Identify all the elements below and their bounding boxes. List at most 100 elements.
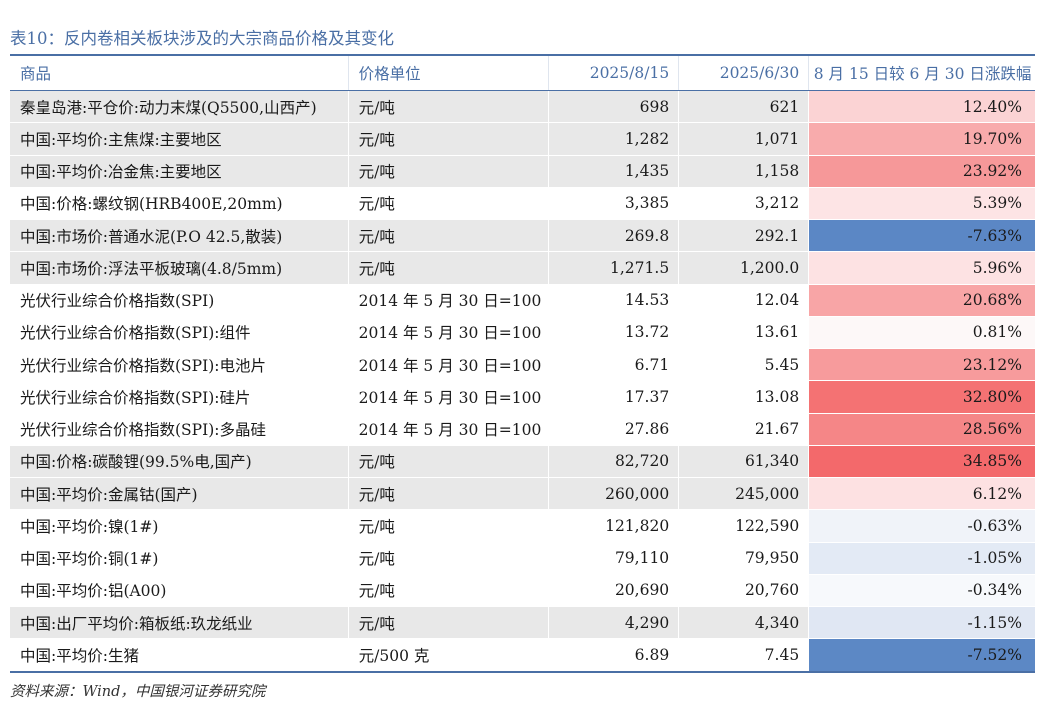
commodity-name-cell: 秦皇岛港:平仓价:动力末煤(Q5500,山西产) xyxy=(10,90,349,124)
change-pct-cell: 34.85% xyxy=(808,445,1035,479)
change-pct-cell: 20.68% xyxy=(808,284,1035,317)
price-2025-08-15-cell: 79,110 xyxy=(548,542,680,575)
table-row: 光伏行业综合价格指数(SPI) 2014 年 5 月 30 日=100 14.53 1… xyxy=(10,284,1035,317)
price-2025-06-30-cell: 1,158 xyxy=(678,155,810,188)
table-row: 中国:市场价:普通水泥(P.O 42.5,散装) 元/吨 269.8 292.1 -7.… xyxy=(10,219,1035,253)
price-2025-06-30-cell: 12.04 xyxy=(678,284,810,317)
table-row: 中国:价格:螺纹钢(HRB400E,20mm) 元/吨 3,385 3,212 5.39… xyxy=(10,187,1035,221)
commodity-name-cell: 中国:平均价:生猪 xyxy=(10,638,349,673)
table-row: 中国:平均价:主焦煤:主要地区 元/吨 1,282 1,071 19.70% xyxy=(10,122,1035,156)
header-commodity: 商品 xyxy=(10,54,349,91)
price-unit-cell: 元/吨 xyxy=(348,606,550,640)
price-2025-06-30-cell: 292.1 xyxy=(678,219,810,253)
change-pct-cell: -1.05% xyxy=(808,542,1035,575)
price-2025-06-30-cell: 13.61 xyxy=(678,316,810,350)
change-pct-cell: 0.81% xyxy=(808,316,1035,350)
price-2025-06-30-cell: 1,200.0 xyxy=(678,251,810,285)
price-2025-08-15-cell: 14.53 xyxy=(548,284,680,317)
price-2025-08-15-cell: 1,282 xyxy=(548,122,680,156)
commodity-name-cell: 中国:平均价:镍(1#) xyxy=(10,509,349,543)
change-pct-cell: 28.56% xyxy=(808,413,1035,446)
price-2025-06-30-cell: 20,760 xyxy=(678,574,810,608)
price-2025-06-30-cell: 7.45 xyxy=(678,638,810,673)
change-pct-cell: 5.39% xyxy=(808,187,1035,221)
price-2025-08-15-cell: 269.8 xyxy=(548,219,680,253)
price-unit-cell: 元/500 克 xyxy=(348,638,550,673)
table-row: 中国:平均价:铝(A00) 元/吨 20,690 20,760 -0.34% xyxy=(10,574,1035,608)
header-date-1: 2025/8/15 xyxy=(548,54,680,91)
price-2025-08-15-cell: 82,720 xyxy=(548,445,680,479)
price-2025-06-30-cell: 79,950 xyxy=(678,542,810,575)
header-unit: 价格单位 xyxy=(348,54,550,91)
commodity-name-cell: 光伏行业综合价格指数(SPI) xyxy=(10,284,349,317)
table-row: 中国:平均价:金属钴(国产) 元/吨 260,000 245,000 6.12% xyxy=(10,477,1035,511)
table-row: 中国:平均价:镍(1#) 元/吨 121,820 122,590 -0.63% xyxy=(10,509,1035,543)
commodity-name-cell: 光伏行业综合价格指数(SPI):硅片 xyxy=(10,380,349,414)
price-2025-08-15-cell: 1,271.5 xyxy=(548,251,680,285)
price-2025-06-30-cell: 13.08 xyxy=(678,380,810,414)
table-row: 中国:平均价:铜(1#) 元/吨 79,110 79,950 -1.05% xyxy=(10,542,1035,575)
price-2025-08-15-cell: 6.89 xyxy=(548,638,680,673)
commodity-price-table: 商品 价格单位 2025/8/15 2025/6/30 8 月 15 日较 6 … xyxy=(10,54,1035,673)
source-note: 资料来源：Wind，中国银河证券研究院 xyxy=(10,684,266,700)
change-pct-cell: 19.70% xyxy=(808,122,1035,156)
commodity-name-cell: 光伏行业综合价格指数(SPI):组件 xyxy=(10,316,349,350)
price-2025-06-30-cell: 122,590 xyxy=(678,509,810,543)
price-2025-06-30-cell: 245,000 xyxy=(678,477,810,511)
price-unit-cell: 元/吨 xyxy=(348,219,550,253)
price-2025-08-15-cell: 27.86 xyxy=(548,413,680,446)
price-2025-08-15-cell: 260,000 xyxy=(548,477,680,511)
table-title: 表10：反内卷相关板块涉及的大宗商品价格及其变化 xyxy=(10,29,394,48)
change-pct-cell: 6.12% xyxy=(808,477,1035,511)
price-unit-cell: 元/吨 xyxy=(348,90,550,124)
price-unit-cell: 2014 年 5 月 30 日=100 xyxy=(348,413,550,446)
commodity-name-cell: 中国:价格:碳酸锂(99.5%电,国产) xyxy=(10,445,349,479)
price-unit-cell: 元/吨 xyxy=(348,542,550,575)
change-pct-cell: 5.96% xyxy=(808,251,1035,285)
commodity-name-cell: 中国:市场价:浮法平板玻璃(4.8/5mm) xyxy=(10,251,349,285)
price-unit-cell: 2014 年 5 月 30 日=100 xyxy=(348,284,550,317)
price-2025-06-30-cell: 21.67 xyxy=(678,413,810,446)
commodity-name-cell: 光伏行业综合价格指数(SPI):多晶硅 xyxy=(10,413,349,446)
commodity-name-cell: 中国:市场价:普通水泥(P.O 42.5,散装) xyxy=(10,219,349,253)
table-row: 中国:平均价:冶金焦:主要地区 元/吨 1,435 1,158 23.92% xyxy=(10,155,1035,188)
change-pct-cell: -0.34% xyxy=(808,574,1035,608)
header-date-2: 2025/6/30 xyxy=(678,54,810,91)
price-2025-06-30-cell: 4,340 xyxy=(678,606,810,640)
price-2025-08-15-cell: 17.37 xyxy=(548,380,680,414)
price-unit-cell: 元/吨 xyxy=(348,574,550,608)
change-pct-cell: 32.80% xyxy=(808,380,1035,414)
commodity-name-cell: 中国:价格:螺纹钢(HRB400E,20mm) xyxy=(10,187,349,221)
table-row: 中国:平均价:生猪 元/500 克 6.89 7.45 -7.52% xyxy=(10,638,1035,673)
change-pct-cell: -7.52% xyxy=(808,638,1035,673)
price-unit-cell: 元/吨 xyxy=(348,155,550,188)
price-unit-cell: 2014 年 5 月 30 日=100 xyxy=(348,380,550,414)
table-row: 光伏行业综合价格指数(SPI):组件 2014 年 5 月 30 日=100 13.… xyxy=(10,316,1035,350)
price-unit-cell: 元/吨 xyxy=(348,187,550,221)
commodity-name-cell: 中国:平均价:铝(A00) xyxy=(10,574,349,608)
price-2025-08-15-cell: 121,820 xyxy=(548,509,680,543)
table-row: 中国:市场价:浮法平板玻璃(4.8/5mm) 元/吨 1,271.5 1,200.0 5… xyxy=(10,251,1035,285)
price-unit-cell: 元/吨 xyxy=(348,122,550,156)
commodity-name-cell: 中国:出厂平均价:箱板纸:玖龙纸业 xyxy=(10,606,349,640)
change-pct-cell: 23.92% xyxy=(808,155,1035,188)
price-2025-06-30-cell: 1,071 xyxy=(678,122,810,156)
price-2025-06-30-cell: 61,340 xyxy=(678,445,810,479)
commodity-name-cell: 中国:平均价:铜(1#) xyxy=(10,542,349,575)
table-row: 秦皇岛港:平仓价:动力末煤(Q5500,山西产) 元/吨 698 621 12.40% xyxy=(10,90,1035,124)
header-row: 商品 价格单位 2025/8/15 2025/6/30 8 月 15 日较 6 … xyxy=(10,54,1035,91)
price-unit-cell: 元/吨 xyxy=(348,251,550,285)
table-row: 中国:价格:碳酸锂(99.5%电,国产) 元/吨 82,720 61,340 34.85… xyxy=(10,445,1035,479)
change-pct-cell: -1.15% xyxy=(808,606,1035,640)
price-2025-08-15-cell: 698 xyxy=(548,90,680,124)
commodity-name-cell: 中国:平均价:主焦煤:主要地区 xyxy=(10,122,349,156)
change-pct-cell: 23.12% xyxy=(808,348,1035,382)
change-pct-cell: -0.63% xyxy=(808,509,1035,543)
table-row: 光伏行业综合价格指数(SPI):硅片 2014 年 5 月 30 日=100 17.… xyxy=(10,380,1035,414)
price-2025-06-30-cell: 3,212 xyxy=(678,187,810,221)
commodity-name-cell: 中国:平均价:金属钴(国产) xyxy=(10,477,349,511)
price-unit-cell: 元/吨 xyxy=(348,509,550,543)
header-change: 8 月 15 日较 6 月 30 日涨跌幅 xyxy=(808,54,1035,91)
price-2025-08-15-cell: 6.71 xyxy=(548,348,680,382)
price-unit-cell: 2014 年 5 月 30 日=100 xyxy=(348,316,550,350)
